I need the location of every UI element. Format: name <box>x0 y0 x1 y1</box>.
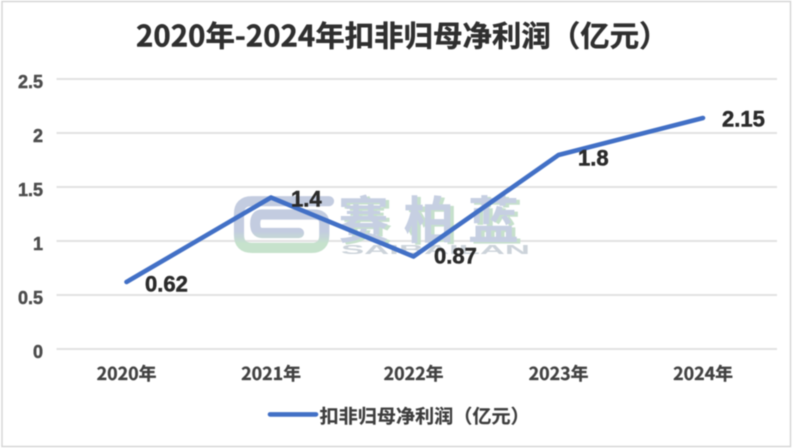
svg-text:0: 0 <box>33 342 43 362</box>
svg-text:1.4: 1.4 <box>291 187 322 212</box>
svg-text:1: 1 <box>33 234 43 254</box>
svg-text:1.5: 1.5 <box>18 180 43 200</box>
svg-text:2: 2 <box>33 126 43 146</box>
svg-text:2.5: 2.5 <box>18 72 43 92</box>
svg-text:0.62: 0.62 <box>145 272 188 297</box>
svg-text:1.8: 1.8 <box>578 146 609 171</box>
svg-text:2.15: 2.15 <box>722 107 765 132</box>
svg-text:0.87: 0.87 <box>434 244 477 269</box>
svg-text:0.5: 0.5 <box>18 288 43 308</box>
